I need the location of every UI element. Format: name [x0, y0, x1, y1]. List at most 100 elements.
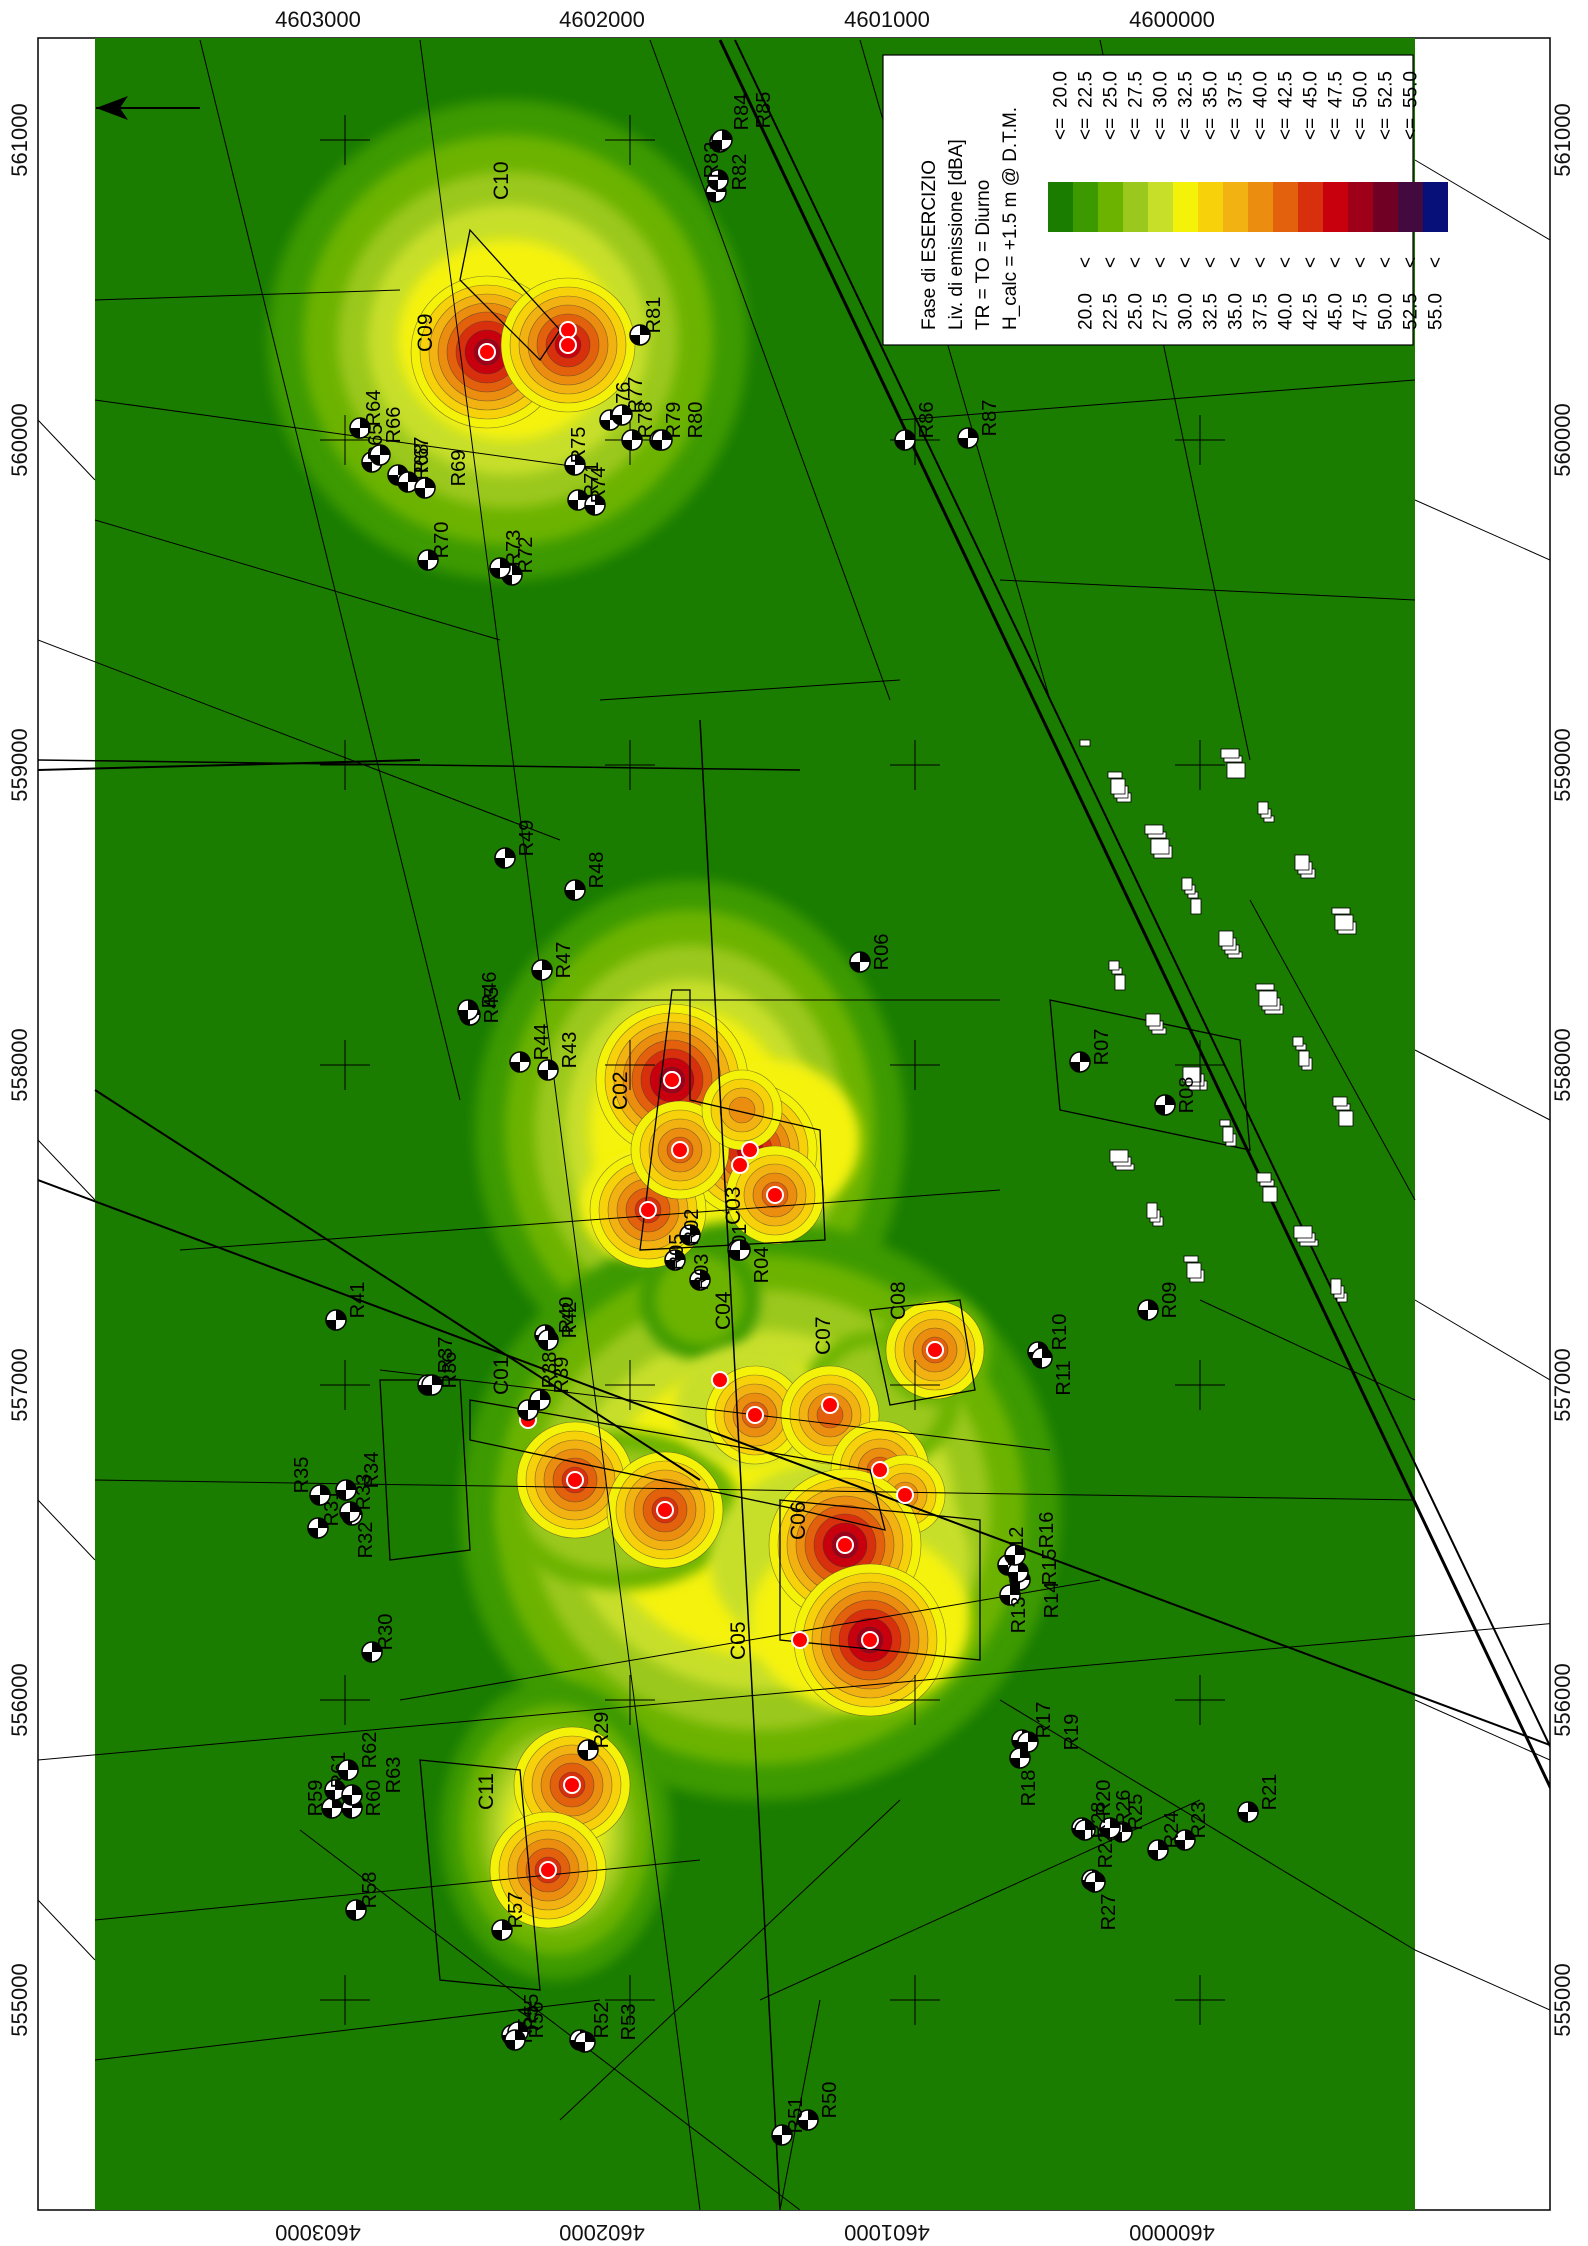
source-point	[663, 1071, 681, 1089]
axis-tick-left: 559000	[7, 728, 32, 801]
legend-swatch	[1298, 182, 1323, 232]
source-c10: C10	[490, 161, 577, 339]
receiver-icon	[421, 1374, 443, 1396]
receiver-label: R82	[729, 154, 751, 191]
legend-swatch	[1173, 182, 1198, 232]
receiver-label: R30	[375, 1614, 397, 1651]
source-point	[639, 1201, 657, 1219]
receiver-r09: R09	[1137, 1282, 1181, 1321]
legend-swatch	[1223, 182, 1248, 232]
receiver-icon	[707, 169, 729, 191]
receiver-label: R87	[979, 400, 1001, 437]
receiver-label: R63	[383, 1757, 405, 1794]
axis-tick-top: 4603000	[275, 7, 361, 32]
axis-tick-left: 556000	[7, 1663, 32, 1736]
legend-swatch	[1148, 182, 1173, 232]
axis-tick-bottom: 4601000	[844, 2220, 930, 2245]
axis-tick-top: 4601000	[844, 7, 930, 32]
legend-class-text: <=	[1376, 118, 1397, 140]
receiver-label: R73	[503, 530, 525, 567]
source-c05: C05	[727, 1621, 809, 1660]
receiver-r06: R06	[849, 934, 893, 973]
legend-class-text: <=	[1101, 118, 1122, 140]
receiver-label: R64	[363, 390, 385, 427]
receiver-r57: R57	[491, 1892, 527, 1941]
legend-class-text: 45.0	[1326, 293, 1347, 330]
receiver-r58: R58	[345, 1872, 381, 1921]
receiver-r43: R43	[537, 1032, 581, 1081]
receiver-label: R37	[435, 1337, 457, 1374]
receiver-label: R35	[291, 1457, 313, 1494]
receiver-r04: R04	[729, 1239, 773, 1284]
basemap-lines	[38, 39, 1550, 2210]
legend-class-text: <	[1301, 257, 1322, 268]
legend-swatch	[1273, 182, 1298, 232]
receiver-icon	[324, 1779, 346, 1801]
receivers-layer: R01R02R03R04R05R06R07R08R09R10R11R12R13R…	[291, 92, 1281, 2146]
receiver-icon	[361, 1641, 383, 1663]
legend-class-text: <	[1376, 257, 1397, 268]
receiver-icon	[711, 129, 733, 151]
receiver-label: R68	[411, 444, 433, 481]
receiver-r78: R78	[621, 402, 657, 451]
legend-swatch	[1248, 182, 1273, 232]
receiver-label: R59	[305, 1780, 327, 1817]
legend-class-text: 35.0	[1201, 71, 1222, 108]
receiver-r64: R64	[349, 390, 385, 439]
source-c11: C11	[475, 1773, 557, 1879]
legend-class-text: 22.5	[1076, 71, 1097, 108]
receiver-label: R81	[643, 297, 665, 334]
axis-tick-left: 557000	[7, 1348, 32, 1421]
legend-swatch	[1098, 182, 1123, 232]
receiver-label: R18	[1018, 1770, 1040, 1807]
receiver-label: R08	[1176, 1077, 1198, 1114]
legend-class-text: 42.5	[1276, 71, 1297, 108]
axis-tick-left: 561000	[7, 103, 32, 176]
axis-tick-left: 555000	[7, 1963, 32, 2036]
receiver-label: R78	[635, 402, 657, 439]
receiver-r86: R86	[894, 402, 938, 451]
axis-tick-right: 558000	[1550, 1028, 1575, 1101]
legend-class-text: 25.0	[1101, 71, 1122, 108]
axes: 4603000 4602000 4601000 4600000 4603000 46020…	[7, 7, 1575, 2245]
receiver-icon	[1017, 1731, 1039, 1753]
axis-tick-bottom: 4603000	[275, 2220, 361, 2245]
legend-swatch	[1423, 182, 1448, 232]
receiver-r21: R21	[1237, 1774, 1281, 1823]
legend-class-text: <=	[1126, 118, 1147, 140]
receiver-label: R60	[363, 1780, 385, 1817]
receiver-label: R05	[666, 1234, 688, 1271]
receiver-icon	[574, 2031, 596, 2053]
receiver-r69: R69	[414, 450, 470, 499]
legend-class-text: 20.0	[1076, 293, 1097, 330]
receiver-r19: R19	[1017, 1714, 1083, 1753]
receiver-label: R51	[785, 2097, 807, 2134]
legend-class-text: <	[1426, 257, 1447, 268]
legend-class-text: <=	[1351, 118, 1372, 140]
source-point	[861, 1631, 879, 1649]
receiver-r41: R41	[325, 1282, 369, 1331]
receiver-label: R26	[1113, 1790, 1135, 1827]
receiver-label: R19	[1061, 1714, 1083, 1751]
receiver-label: R53	[618, 2004, 640, 2041]
receiver-icon	[629, 324, 651, 346]
source-label: C06	[787, 1501, 810, 1540]
receiver-icon	[1074, 1819, 1096, 1841]
legend-class-text: 27.5	[1151, 293, 1172, 330]
receiver-label: R32	[355, 1522, 377, 1559]
receiver-label: R33	[353, 1474, 375, 1511]
receiver-label: R13	[1008, 1597, 1030, 1634]
receiver-label: R04	[751, 1247, 773, 1284]
receiver-icon	[664, 1249, 686, 1271]
receiver-label: R75	[568, 427, 590, 464]
legend-class-text: <	[1251, 257, 1272, 268]
source-point	[871, 1461, 889, 1479]
receiver-label: R02	[681, 1209, 703, 1246]
legend-class-text: 37.5	[1251, 293, 1272, 330]
receiver-r63: R63	[341, 1757, 405, 1806]
receiver-r50: R50	[797, 2082, 841, 2131]
legend-class-text: 25.0	[1126, 293, 1147, 330]
receiver-label: R38	[539, 1352, 561, 1389]
receiver-icon	[491, 1919, 513, 1941]
receiver-label: R34	[361, 1452, 383, 1489]
